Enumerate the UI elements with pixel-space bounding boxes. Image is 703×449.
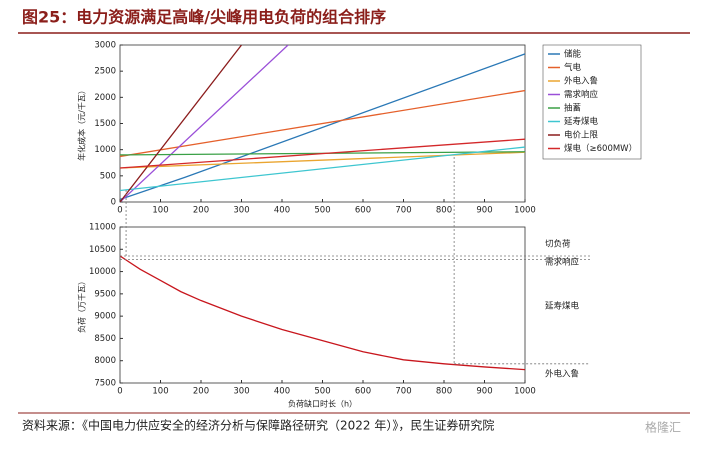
y-tick-label: 9500 xyxy=(94,289,116,299)
annotation: 延寿煤电 xyxy=(545,301,580,312)
series-line xyxy=(120,146,525,192)
annotation: 切负荷 xyxy=(545,239,571,250)
y-tick-label: 10000 xyxy=(89,267,116,277)
legend-label: 煤电（≥600MW） xyxy=(564,143,637,154)
y-tick-label: 2000 xyxy=(94,93,116,103)
x-axis-label: 负荷缺口时长（h） xyxy=(288,399,357,409)
x-tick-label: 800 xyxy=(436,206,452,216)
series-line xyxy=(120,89,525,158)
annotation: 外电入鲁 xyxy=(545,369,579,380)
x-tick-label: 900 xyxy=(476,206,492,216)
x-tick-label: 900 xyxy=(476,387,492,397)
y-tick-label: 0 xyxy=(111,198,116,208)
y-tick-label: 1000 xyxy=(94,145,116,155)
plot-frame xyxy=(119,226,526,384)
x-tick-label: 100 xyxy=(152,387,168,397)
y-tick-label: 7500 xyxy=(94,379,116,389)
y-tick-label: 1500 xyxy=(94,119,116,129)
annotation: 需求响应 xyxy=(545,257,580,268)
series-line xyxy=(120,45,289,202)
x-tick-label: 0 xyxy=(117,206,122,216)
x-tick-label: 0 xyxy=(117,387,122,397)
watermark: 格隆汇 xyxy=(645,420,681,435)
x-tick-label: 100 xyxy=(152,206,168,216)
x-tick-label: 200 xyxy=(193,206,209,216)
legend-label: 电价上限 xyxy=(564,130,599,141)
series-line xyxy=(120,255,525,371)
legend-label: 抽蓄 xyxy=(564,103,581,114)
x-tick-label: 400 xyxy=(274,206,290,216)
y-tick-label: 8000 xyxy=(94,356,116,366)
legend-label: 延寿煤电 xyxy=(564,116,599,127)
x-tick-label: 600 xyxy=(355,387,371,397)
y-tick-label: 500 xyxy=(100,171,116,181)
x-tick-label: 1000 xyxy=(514,387,536,397)
y-tick-label: 3000 xyxy=(94,41,116,51)
y-tick-label: 9000 xyxy=(94,312,116,322)
y-axis-label: 负荷（万千瓦） xyxy=(77,277,87,333)
y-tick-label: 8500 xyxy=(94,334,116,344)
x-tick-label: 700 xyxy=(395,206,411,216)
x-tick-label: 700 xyxy=(395,387,411,397)
x-tick-label: 300 xyxy=(233,387,249,397)
chart-title: 图25：电力资源满足高峰/尖峰用电负荷的组合排序 xyxy=(22,8,386,27)
x-tick-label: 200 xyxy=(193,387,209,397)
x-tick-label: 800 xyxy=(436,387,452,397)
legend-box xyxy=(542,44,642,160)
y-tick-label: 2500 xyxy=(94,67,116,77)
y-axis-label: 年化成本（元/千瓦） xyxy=(77,86,87,161)
series-line xyxy=(120,53,525,200)
x-tick-label: 600 xyxy=(355,206,371,216)
y-tick-label: 10500 xyxy=(89,245,116,255)
legend-label: 气电 xyxy=(564,62,582,73)
legend-label: 需求响应 xyxy=(564,89,599,100)
x-tick-label: 300 xyxy=(233,206,249,216)
x-tick-label: 1000 xyxy=(514,206,536,216)
legend-label: 外电入鲁 xyxy=(564,76,598,87)
x-tick-label: 500 xyxy=(314,206,330,216)
series-line xyxy=(120,45,243,202)
y-tick-label: 11000 xyxy=(89,223,116,233)
x-tick-label: 400 xyxy=(274,387,290,397)
legend-label: 储能 xyxy=(564,49,582,60)
series-line xyxy=(120,138,525,169)
source: 资料来源：《中国电力供应安全的经济分析与保障路径研究（2022 年）》，民生证券… xyxy=(22,418,494,433)
x-tick-label: 500 xyxy=(314,387,330,397)
